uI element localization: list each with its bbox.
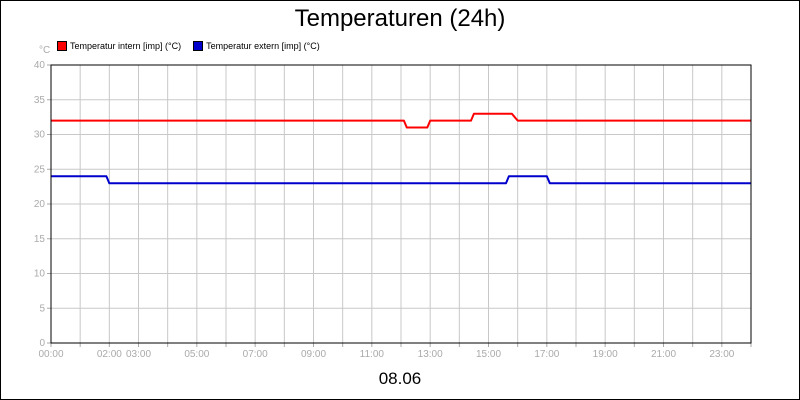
- y-tick-label: 25: [34, 164, 46, 175]
- series-layer: [51, 112, 751, 185]
- legend-label-intern: Temperatur intern [imp] (°C): [70, 41, 182, 51]
- x-tick-label: 00:00: [38, 349, 63, 360]
- y-tick-label: 10: [34, 269, 46, 280]
- plot-border: [50, 64, 752, 344]
- y-axis-unit-label: °C: [39, 45, 50, 56]
- legend: Temperatur intern [imp] (°C) Temperatur …: [57, 39, 332, 53]
- chart-title: Temperaturen (24h): [294, 5, 506, 32]
- y-tick-label: 15: [34, 234, 46, 245]
- x-tick-label: 05:00: [184, 349, 209, 360]
- x-tick-label: 15:00: [476, 349, 501, 360]
- x-tick-label: 09:00: [301, 349, 326, 360]
- x-tick-label: 07:00: [243, 349, 268, 360]
- legend-item-intern: Temperatur intern [imp] (°C): [57, 41, 181, 51]
- y-tick-label: 40: [34, 60, 46, 71]
- legend-label-extern: Temperatur extern [imp] (°C): [206, 41, 320, 51]
- x-axis-date-label: 08.06: [378, 369, 422, 388]
- axis-layer: 0 5 10 15 20 25 30 35 40 °C 00:00 02:00 03:00 05:00 07…: [34, 45, 752, 360]
- grid-layer: [50, 64, 752, 344]
- x-tick-label: 02:00: [97, 349, 122, 360]
- x-tick-label: 17:00: [534, 349, 559, 360]
- y-tick-label: 35: [34, 95, 46, 106]
- series-line-extern: [51, 175, 751, 185]
- series-line-intern: [51, 112, 751, 129]
- legend-swatch-extern: [193, 41, 204, 51]
- x-tick-label: 13:00: [418, 349, 443, 360]
- x-tick-label: 19:00: [593, 349, 618, 360]
- y-tick-label: 20: [34, 199, 46, 210]
- y-tick-label: 30: [34, 130, 46, 141]
- legend-swatch-intern: [57, 41, 67, 51]
- y-tick-label: 0: [39, 338, 45, 349]
- legend-item-extern: Temperatur extern [imp] (°C): [193, 41, 320, 51]
- x-tick-label: 23:00: [709, 349, 734, 360]
- x-tick-label: 03:00: [126, 349, 151, 360]
- y-tick-label: 5: [39, 303, 45, 314]
- x-tick-label: 21:00: [651, 349, 676, 360]
- x-tick-label: 11:00: [360, 349, 385, 360]
